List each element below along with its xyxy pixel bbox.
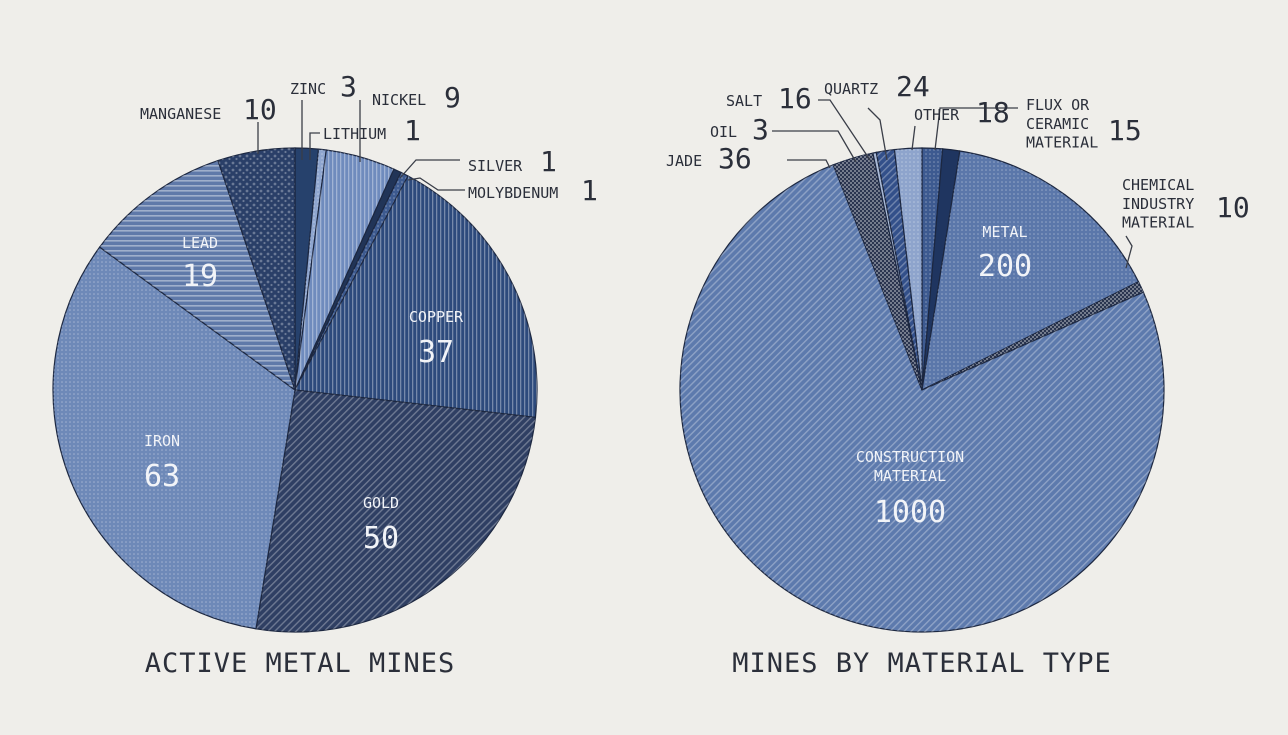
value-metal: 200	[978, 249, 1032, 284]
value-salt: 16	[778, 82, 812, 115]
chart-title-active-metal-mines: ACTIVE METAL MINES	[145, 648, 456, 679]
value-gold: 50	[363, 521, 399, 556]
slice-texture-manganese	[217, 148, 295, 390]
value-chemical: 10	[1216, 191, 1250, 224]
slice-texture-gold	[255, 390, 536, 632]
slice-texture-lead	[99, 160, 296, 390]
label-copper: COPPER	[409, 308, 464, 326]
slice-texture-metal	[922, 150, 1139, 390]
value-manganese: 10	[243, 93, 277, 126]
label-flux: FLUX OR CERAMIC MATERIAL	[1026, 96, 1098, 152]
value-nickel: 9	[444, 81, 461, 114]
slice-texture-construction-material	[679, 164, 1164, 633]
label-lithium: LITHIUM	[323, 125, 386, 143]
value-iron: 63	[144, 459, 180, 494]
value-construction: 1000	[874, 495, 946, 530]
label-lead: LEAD	[182, 234, 218, 252]
value-lithium: 1	[404, 114, 421, 147]
chart-title-mines-by-material-type: MINES BY MATERIAL TYPE	[732, 648, 1112, 679]
value-copper: 37	[418, 335, 454, 370]
pie-chart-mines-by-material-type	[679, 147, 1165, 633]
label-nickel: NICKEL	[372, 91, 426, 109]
value-other: 18	[976, 96, 1010, 129]
label-molybdenum: MOLYBDENUM	[468, 184, 558, 202]
label-silver: SILVER	[468, 157, 523, 175]
label-zinc: ZINC	[290, 80, 326, 98]
label-iron: IRON	[144, 432, 180, 450]
slice-texture-quartz	[894, 148, 922, 390]
leader-lines	[257, 99, 1133, 269]
label-jade: JADE	[666, 152, 702, 170]
pie-chart-active-metal-mines	[52, 147, 538, 633]
slice-texture-copper	[295, 176, 538, 418]
value-silver: 1	[540, 145, 557, 178]
slice-texture-iron	[53, 247, 296, 629]
label-gold: GOLD	[363, 494, 399, 512]
value-jade: 36	[718, 142, 752, 175]
slice-texture-jade	[833, 153, 922, 390]
value-flux: 15	[1108, 114, 1142, 147]
label-oil: OIL	[710, 123, 737, 141]
label-quartz: QUARTZ	[824, 80, 878, 98]
value-molybdenum: 1	[581, 174, 598, 207]
label-other: OTHER	[914, 106, 960, 124]
value-zinc: 3	[340, 70, 357, 103]
value-oil: 3	[752, 113, 769, 146]
slice-texture-salt	[876, 149, 922, 390]
label-salt: SALT	[726, 92, 762, 110]
label-chemical: CHEMICAL INDUSTRY MATERIAL	[1122, 176, 1194, 232]
value-quartz: 24	[896, 70, 930, 103]
slice-texture-chemical-industry-material	[922, 281, 1144, 390]
label-construction: CONSTRUCTION MATERIAL	[856, 448, 964, 485]
label-manganese: MANGANESE	[140, 105, 221, 123]
value-lead: 19	[182, 259, 218, 294]
label-metal: METAL	[982, 223, 1027, 241]
slice-texture-nickel	[295, 150, 394, 390]
slice-labels: MANGANESE 10 ZINC 3 NICKEL 9 LITHIUM 1 S…	[140, 70, 1250, 556]
